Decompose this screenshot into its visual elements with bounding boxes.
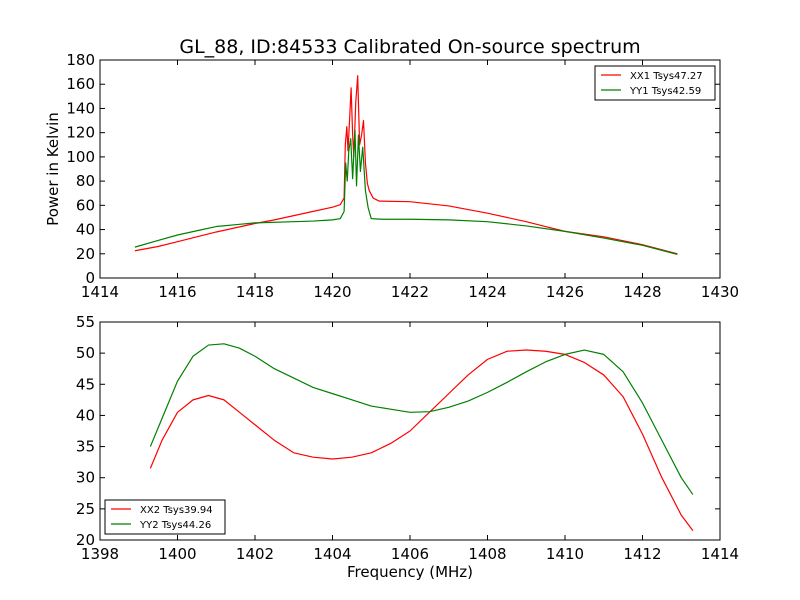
x-tick-label: 1414 <box>81 283 119 301</box>
y-tick-label: 120 <box>66 124 95 142</box>
bottom-spectrum-chart: 1398 1400 1402 1404 1406 1408 1410 1412 1414 20 25… <box>76 313 739 581</box>
x-tick-label: 1402 <box>236 545 274 563</box>
y-tick-label: 140 <box>66 99 95 117</box>
y-axis-label: Power in Kelvin <box>44 112 62 226</box>
x-tick-label: 1410 <box>546 545 584 563</box>
x-tick-label: 1406 <box>391 545 429 563</box>
legend-label-2: YY1 Tsys42.59 <box>629 86 701 97</box>
y-tick-label: 60 <box>76 196 95 214</box>
legend-box <box>104 499 226 535</box>
legend-label-1: XX2 Tsys39.94 <box>140 505 213 516</box>
x-tick-label: 1414 <box>701 545 739 563</box>
y-tick-label: 40 <box>76 406 95 424</box>
y-tick-label: 55 <box>76 313 95 331</box>
x-tick-label: 1420 <box>313 283 351 301</box>
x-tick-label: 1398 <box>81 545 119 563</box>
y-tick-label: 35 <box>76 438 95 456</box>
x-tick-label: 1412 <box>623 545 661 563</box>
y-tick-label: 0 <box>85 269 95 287</box>
x-tick-label: 1408 <box>468 545 506 563</box>
x-axis-label: Frequency (MHz) <box>347 563 473 581</box>
x-tick-label: 1418 <box>236 283 274 301</box>
x-tick-label: 1400 <box>158 545 196 563</box>
chart-title: GL_88, ID:84533 Calibrated On-source spe… <box>179 36 640 58</box>
y-tick-label: 40 <box>76 221 95 239</box>
y-tick-label: 20 <box>76 531 95 549</box>
x-tick-label: 1426 <box>546 283 584 301</box>
series-line-2 <box>149 343 694 495</box>
top-spectrum-chart: 1414 1416 1418 1420 1422 1424 1426 1428 1430 0 20 4… <box>44 51 739 301</box>
legend-label-1: XX1 Tsys47.27 <box>630 71 703 82</box>
series-line-1 <box>149 349 694 532</box>
y-tick-label: 25 <box>76 500 95 518</box>
y-tick-label: 160 <box>66 75 95 93</box>
y-tick-label: 180 <box>66 51 95 69</box>
y-tick-label: 45 <box>76 375 95 393</box>
series-line-2 <box>134 129 678 255</box>
x-tick-label: 1404 <box>313 545 351 563</box>
y-tick-label: 50 <box>76 344 95 362</box>
x-tick-label: 1416 <box>158 283 196 301</box>
x-tick-label: 1430 <box>701 283 739 301</box>
legend-label-2: YY2 Tsys44.26 <box>139 520 211 531</box>
legend-box <box>594 65 716 101</box>
x-tick-label: 1428 <box>623 283 661 301</box>
x-tick-label: 1424 <box>468 283 506 301</box>
y-tick-label: 30 <box>76 469 95 487</box>
y-tick-label: 20 <box>76 245 95 263</box>
x-tick-label: 1422 <box>391 283 429 301</box>
y-tick-label: 100 <box>66 148 95 166</box>
y-tick-label: 80 <box>76 172 95 190</box>
